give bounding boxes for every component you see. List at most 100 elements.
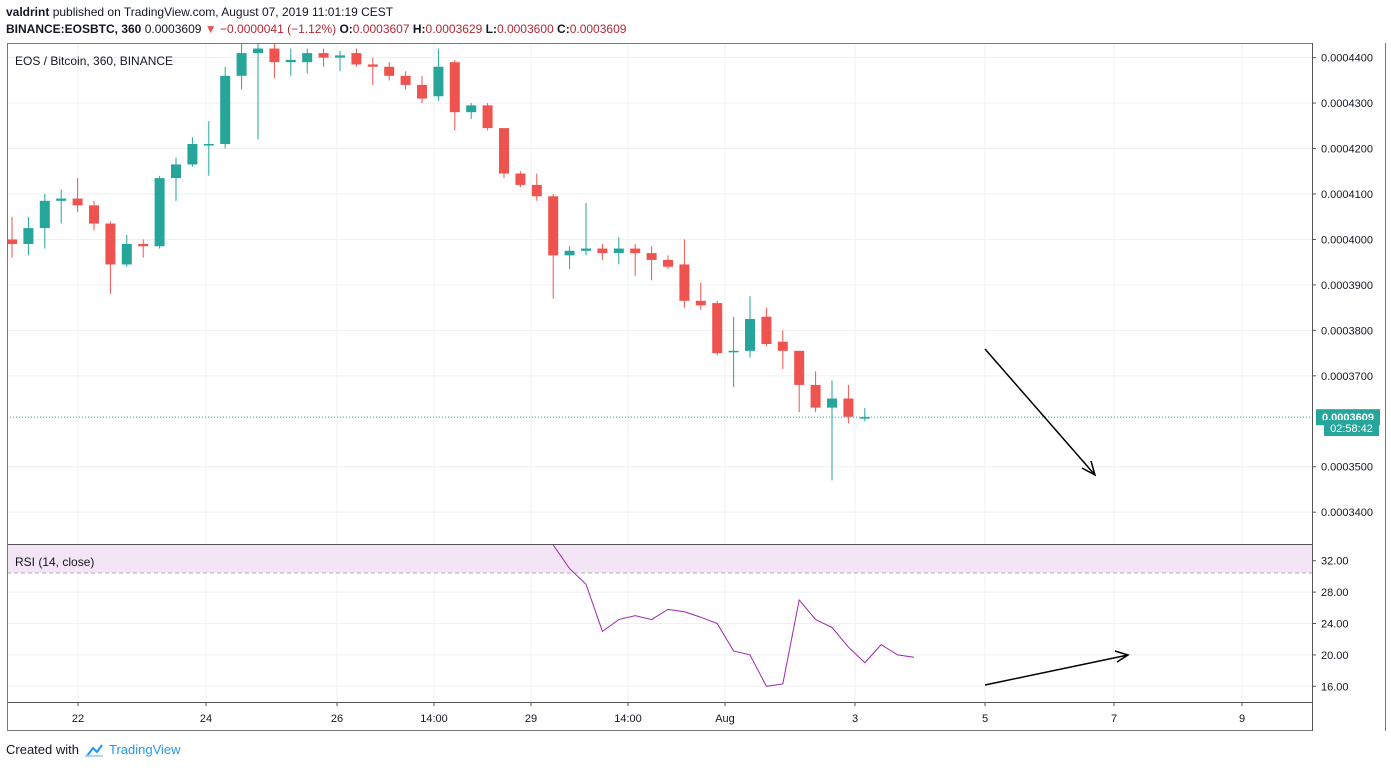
candle[interactable] xyxy=(859,408,870,422)
candle[interactable] xyxy=(23,216,34,256)
close-label: C: xyxy=(557,22,570,36)
candle[interactable] xyxy=(318,48,329,67)
price-tick-label: 0.0003700 xyxy=(1321,371,1373,383)
rsi-line[interactable] xyxy=(552,545,915,687)
candle[interactable] xyxy=(89,200,99,231)
candle-body xyxy=(679,264,690,301)
candle[interactable] xyxy=(810,371,821,413)
time-axis[interactable]: 22 24 26 14:00 29 14:00 Aug 3 5 7 9 xyxy=(72,702,1245,725)
candle[interactable] xyxy=(187,137,198,167)
candle[interactable] xyxy=(236,44,247,90)
rsi-axis[interactable]: 32.00 28.00 24.00 20.00 16.00 xyxy=(1312,556,1349,694)
candle[interactable] xyxy=(712,300,723,356)
time-tick-label: 24 xyxy=(200,713,212,725)
candle[interactable] xyxy=(548,194,559,299)
candle-body xyxy=(449,62,460,113)
candle[interactable] xyxy=(777,330,788,369)
candle[interactable] xyxy=(56,189,67,224)
rsi-arrow-annotation[interactable] xyxy=(984,650,1130,686)
candle-body xyxy=(515,173,526,185)
price-axis[interactable]: 0.0004400 0.0004300 0.0004200 0.0004100 0.00… xyxy=(1312,53,1373,520)
candle[interactable] xyxy=(466,103,477,119)
candle[interactable] xyxy=(482,103,493,131)
price-tick-label: 0.0004100 xyxy=(1321,189,1373,201)
time-tick-label: 7 xyxy=(1111,713,1117,725)
candle-body xyxy=(220,75,231,144)
candle[interactable] xyxy=(679,239,690,308)
candle-body xyxy=(663,259,673,267)
candle[interactable] xyxy=(220,66,231,149)
candle[interactable] xyxy=(630,244,641,276)
price-tick-label: 0.0003800 xyxy=(1321,325,1373,337)
candle-body xyxy=(187,144,198,165)
candle[interactable] xyxy=(7,216,17,258)
tradingview-brand[interactable]: TradingView xyxy=(108,742,181,757)
candle-body xyxy=(581,248,591,251)
candle[interactable] xyxy=(728,316,739,388)
candle-body xyxy=(810,384,821,408)
candle[interactable] xyxy=(154,175,165,249)
price-arrow-annotation[interactable] xyxy=(984,348,1097,477)
candle-body xyxy=(630,248,641,254)
candle-body xyxy=(39,200,50,229)
candle[interactable] xyxy=(39,194,50,249)
candle[interactable] xyxy=(449,59,460,131)
candle[interactable] xyxy=(417,75,427,104)
candle[interactable] xyxy=(515,171,526,188)
time-tick-label: 5 xyxy=(982,713,988,725)
candle-body xyxy=(89,205,99,224)
footer: Created with TradingView xyxy=(6,742,181,757)
candle[interactable] xyxy=(499,128,509,179)
candle[interactable] xyxy=(794,350,805,413)
candle-body xyxy=(203,144,214,146)
down-arrow-icon: ▼ xyxy=(204,22,217,36)
candle[interactable] xyxy=(121,234,132,267)
candle[interactable] xyxy=(171,157,181,201)
candle[interactable] xyxy=(564,246,575,269)
price-tick-label: 0.0003400 xyxy=(1321,507,1373,519)
candle-body xyxy=(236,53,247,76)
candle[interactable] xyxy=(531,173,542,201)
candle-body xyxy=(8,239,17,244)
candle[interactable] xyxy=(597,244,608,260)
candle-body xyxy=(318,53,329,58)
rsi-tick-label: 32.00 xyxy=(1321,556,1349,568)
candle[interactable] xyxy=(285,48,296,76)
author-name[interactable]: valdrint xyxy=(6,5,50,19)
candle[interactable] xyxy=(335,50,345,72)
candle-body xyxy=(56,198,67,201)
candle[interactable] xyxy=(581,203,591,256)
rsi-tick-label: 16.00 xyxy=(1321,681,1349,693)
candle-body xyxy=(712,303,723,354)
candle[interactable] xyxy=(400,71,411,90)
candle-body xyxy=(745,319,755,351)
candle-body xyxy=(400,75,411,85)
candle[interactable] xyxy=(138,239,149,258)
candle[interactable] xyxy=(843,384,854,424)
candle[interactable] xyxy=(72,178,83,213)
candle-body xyxy=(433,66,444,97)
time-tick-label: 14:00 xyxy=(420,713,448,725)
candle[interactable] xyxy=(351,48,362,67)
candle[interactable] xyxy=(367,57,378,85)
candlestick-series[interactable] xyxy=(7,39,870,481)
open-label: O: xyxy=(339,22,353,36)
candle[interactable] xyxy=(761,307,772,347)
candle[interactable] xyxy=(695,282,706,310)
rsi-tick-label: 24.00 xyxy=(1321,619,1349,631)
candle[interactable] xyxy=(105,221,116,294)
candle[interactable] xyxy=(384,62,395,81)
candle-body xyxy=(171,164,181,179)
candle[interactable] xyxy=(302,48,313,74)
candle[interactable] xyxy=(745,296,755,358)
candle[interactable] xyxy=(203,121,214,176)
candle[interactable] xyxy=(433,48,444,101)
candle[interactable] xyxy=(827,380,837,481)
candle[interactable] xyxy=(253,39,263,140)
candle[interactable] xyxy=(613,237,624,265)
candle[interactable] xyxy=(646,246,657,281)
candle-body xyxy=(351,53,362,65)
candle[interactable] xyxy=(269,44,280,79)
candle[interactable] xyxy=(663,255,673,269)
